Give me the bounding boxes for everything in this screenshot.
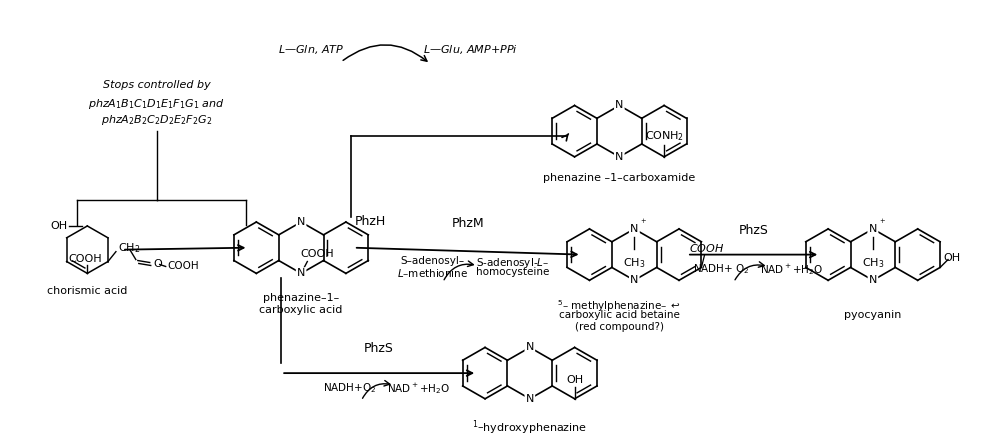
Text: S–adenosyl–: S–adenosyl–	[401, 256, 465, 266]
Text: carboxylic acid: carboxylic acid	[259, 305, 343, 315]
Text: S-adenosyl-$L$–: S-adenosyl-$L$–	[476, 256, 549, 270]
Text: $COOH$: $COOH$	[689, 242, 724, 253]
Text: CH$_2$: CH$_2$	[118, 241, 140, 255]
Text: $phzA_2B_2C_2D_2E_2F_2G_2$: $phzA_2B_2C_2D_2E_2F_2G_2$	[101, 114, 213, 127]
Text: CH$_3$: CH$_3$	[623, 257, 645, 270]
Text: carboxylic acid betaine: carboxylic acid betaine	[559, 310, 680, 320]
Text: N: N	[869, 224, 877, 234]
Text: chorismic acid: chorismic acid	[47, 286, 127, 296]
Text: PhzS: PhzS	[739, 224, 769, 237]
Text: PhzM: PhzM	[451, 217, 484, 230]
Text: CH$_3$: CH$_3$	[862, 257, 884, 270]
Text: N: N	[615, 101, 624, 110]
Text: COOH: COOH	[168, 261, 199, 271]
Text: N: N	[630, 224, 638, 234]
Text: N: N	[615, 152, 624, 162]
Text: phenazine –1–carboxamide: phenazine –1–carboxamide	[543, 173, 695, 183]
Text: O: O	[154, 260, 162, 270]
Text: OH: OH	[943, 253, 961, 262]
Text: N: N	[869, 275, 877, 285]
Text: COOH: COOH	[300, 249, 334, 258]
Text: N: N	[526, 342, 534, 352]
Text: PhzS: PhzS	[364, 342, 394, 355]
Text: N: N	[526, 394, 534, 404]
Text: $^+$: $^+$	[639, 218, 648, 228]
Text: NAD$^+$+H$_2$O: NAD$^+$+H$_2$O	[760, 262, 823, 278]
Text: N: N	[630, 224, 638, 234]
Text: homocysteine: homocysteine	[476, 267, 549, 278]
Text: $^1$–hydroxyphenazine: $^1$–hydroxyphenazine	[472, 418, 587, 437]
Text: $^5$– methylphenazine– $\hookleftarrow$: $^5$– methylphenazine– $\hookleftarrow$	[557, 298, 681, 314]
Text: NADH+O$_2$: NADH+O$_2$	[323, 381, 376, 395]
Text: COOH: COOH	[69, 254, 102, 265]
Text: Stops controlled by: Stops controlled by	[103, 80, 211, 90]
Text: phenazine–1–: phenazine–1–	[263, 293, 339, 303]
Text: OH: OH	[50, 221, 67, 231]
Text: NADH+ O$_2$: NADH+ O$_2$	[693, 262, 750, 276]
Text: N: N	[869, 224, 877, 234]
Text: $phzA_1B_1C_1D_1E_1F_1G_1$ and: $phzA_1B_1C_1D_1E_1F_1G_1$ and	[88, 97, 225, 110]
Text: $L$—Gln, ATP: $L$—Gln, ATP	[278, 43, 344, 56]
Text: $L$–methionine: $L$–methionine	[397, 267, 468, 279]
Text: pyocyanin: pyocyanin	[844, 310, 902, 320]
Text: $L$—Glu, AMP+PPi: $L$—Glu, AMP+PPi	[423, 43, 518, 56]
Text: N: N	[297, 268, 305, 278]
Text: OH: OH	[566, 375, 583, 385]
Text: $^+$: $^+$	[878, 218, 886, 228]
Text: CONH$_2$: CONH$_2$	[645, 129, 684, 143]
Text: NAD$^+$+H$_2$O: NAD$^+$+H$_2$O	[387, 381, 451, 396]
Text: PhzH: PhzH	[355, 215, 386, 228]
Text: (red compound?): (red compound?)	[575, 322, 664, 332]
Text: N: N	[630, 275, 638, 285]
Text: N: N	[297, 217, 305, 227]
